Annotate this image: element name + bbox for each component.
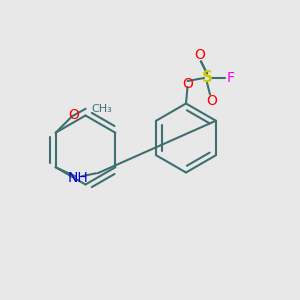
Text: S: S — [202, 70, 212, 86]
Text: O: O — [194, 48, 205, 62]
Text: CH₃: CH₃ — [91, 104, 112, 114]
Text: O: O — [68, 108, 79, 122]
Text: O: O — [206, 94, 217, 108]
Text: O: O — [182, 77, 193, 91]
Text: NH: NH — [67, 171, 88, 185]
Text: F: F — [226, 71, 234, 85]
